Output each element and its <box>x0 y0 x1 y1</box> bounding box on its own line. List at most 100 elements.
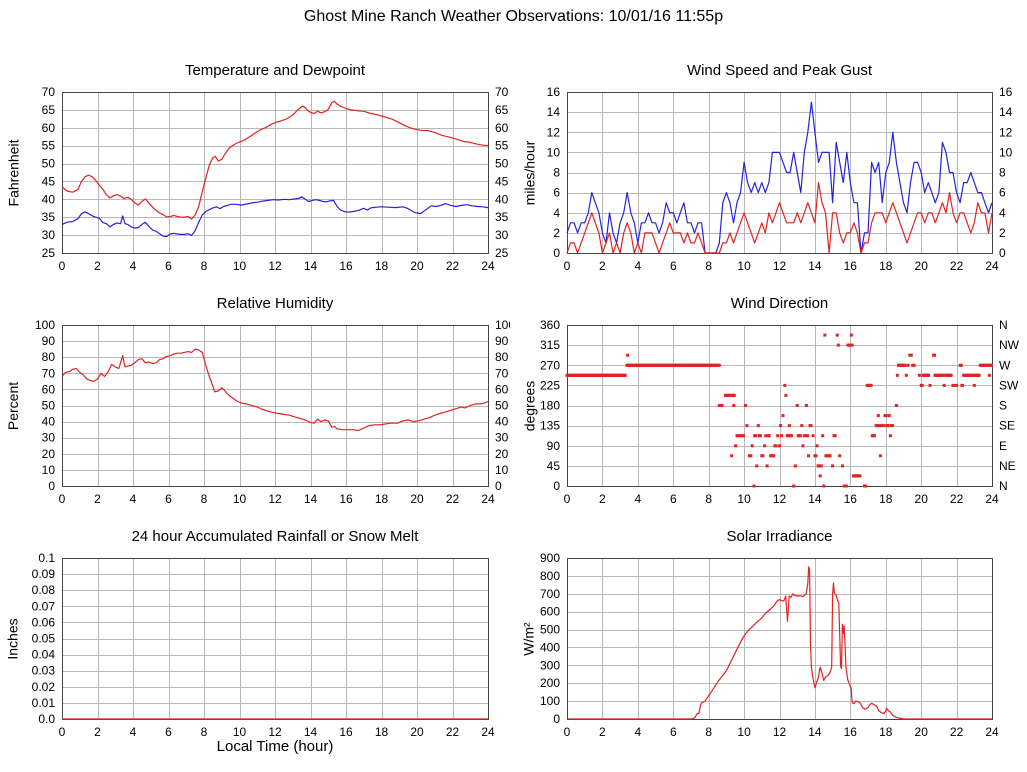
svg-text:8: 8 <box>553 166 560 180</box>
svg-text:2: 2 <box>999 226 1006 240</box>
svg-text:W: W <box>999 358 1011 372</box>
svg-text:0.05: 0.05 <box>32 632 56 646</box>
svg-text:16: 16 <box>339 259 353 273</box>
svg-text:8: 8 <box>201 492 208 506</box>
svg-text:0.06: 0.06 <box>32 615 56 629</box>
chart-relative-humidity: Relative Humidity Percent 0 2 4 6 8 10 12 14 16 1… <box>0 293 510 539</box>
svg-text:16: 16 <box>547 85 561 99</box>
svg-text:4: 4 <box>634 492 641 506</box>
svg-text:6: 6 <box>165 492 172 506</box>
svg-text:12: 12 <box>268 725 282 739</box>
svg-text:14: 14 <box>304 492 318 506</box>
svg-text:30: 30 <box>42 228 56 242</box>
plot-border <box>567 325 993 487</box>
svg-text:22: 22 <box>950 492 964 506</box>
svg-text:24: 24 <box>481 725 495 739</box>
svg-text:2: 2 <box>599 259 606 273</box>
chart-title: Solar Irradiance <box>726 528 833 545</box>
chart-solar-irradiance: Solar Irradiance W/m² 0 2 4 6 8 10 12 14 16 18 20 2… <box>512 526 1027 772</box>
svg-text:0.02: 0.02 <box>32 680 56 694</box>
svg-text:0: 0 <box>564 492 571 506</box>
svg-text:20: 20 <box>495 447 509 461</box>
svg-text:12: 12 <box>773 259 787 273</box>
svg-text:0: 0 <box>495 479 502 493</box>
svg-text:0: 0 <box>553 479 560 493</box>
svg-text:14: 14 <box>808 492 822 506</box>
svg-text:400: 400 <box>540 640 560 654</box>
svg-text:18: 18 <box>879 725 893 739</box>
svg-text:18: 18 <box>375 725 389 739</box>
chart-title: Temperature and Dewpoint <box>184 62 366 79</box>
svg-text:0: 0 <box>553 712 560 726</box>
chart-canvas-temperature: 0 2 4 6 8 10 12 14 16 18 20 22 242530354045505560657… <box>42 85 509 273</box>
series-peak-gust <box>566 101 993 254</box>
svg-text:65: 65 <box>42 103 56 117</box>
svg-text:8: 8 <box>705 492 712 506</box>
svg-text:200: 200 <box>540 676 560 690</box>
svg-text:60: 60 <box>495 121 509 135</box>
svg-text:40: 40 <box>42 415 56 429</box>
svg-text:0: 0 <box>59 725 66 739</box>
chart-rainfall: 24 hour Accumulated Rainfall or Snow Mel… <box>0 526 510 772</box>
svg-text:45: 45 <box>495 174 509 188</box>
series-humidity <box>61 348 489 432</box>
svg-text:4: 4 <box>634 725 641 739</box>
svg-text:NW: NW <box>999 338 1020 352</box>
svg-text:16: 16 <box>999 85 1013 99</box>
svg-text:2: 2 <box>599 492 606 506</box>
svg-text:20: 20 <box>915 259 929 273</box>
chart-title: Wind Direction <box>730 295 829 312</box>
tick-labels: 0 2 4 6 8 10 12 14 16 18 20 22 240246810121416024681… <box>547 85 1013 273</box>
svg-text:0: 0 <box>564 259 571 273</box>
svg-text:4: 4 <box>634 259 641 273</box>
svg-text:80: 80 <box>495 350 509 364</box>
svg-text:2: 2 <box>94 492 101 506</box>
svg-text:24: 24 <box>985 259 999 273</box>
svg-text:30: 30 <box>42 431 56 445</box>
svg-text:60: 60 <box>42 121 56 135</box>
svg-text:90: 90 <box>495 334 509 348</box>
svg-text:18: 18 <box>879 492 893 506</box>
chart-canvas-rainfall: 0 2 4 6 8 10 12 14 16 18 20 22 240.00.010.020.030.04… <box>32 551 495 739</box>
svg-text:20: 20 <box>915 725 929 739</box>
gridlines <box>62 558 489 720</box>
svg-text:2: 2 <box>599 725 606 739</box>
svg-text:10: 10 <box>737 492 751 506</box>
svg-text:4: 4 <box>999 206 1006 220</box>
svg-text:22: 22 <box>446 259 460 273</box>
svg-text:100: 100 <box>495 318 510 332</box>
svg-text:0.1: 0.1 <box>38 551 55 565</box>
svg-text:0: 0 <box>48 479 55 493</box>
svg-text:24: 24 <box>481 259 495 273</box>
svg-text:0.01: 0.01 <box>32 696 56 710</box>
gridlines <box>567 325 993 487</box>
svg-text:50: 50 <box>495 157 509 171</box>
svg-text:S: S <box>999 399 1007 413</box>
svg-text:60: 60 <box>495 382 509 396</box>
svg-text:8: 8 <box>201 259 208 273</box>
svg-text:16: 16 <box>844 492 858 506</box>
plot-border <box>62 325 489 487</box>
svg-text:12: 12 <box>999 125 1013 139</box>
svg-text:NE: NE <box>999 459 1016 473</box>
svg-text:45: 45 <box>42 174 56 188</box>
svg-text:20: 20 <box>410 259 424 273</box>
svg-text:24: 24 <box>985 492 999 506</box>
tick-labels: 0 2 4 6 8 10 12 14 16 18 20 22 242530354045505560657… <box>42 85 509 273</box>
svg-text:12: 12 <box>547 125 561 139</box>
svg-text:10: 10 <box>999 145 1013 159</box>
svg-text:22: 22 <box>446 725 460 739</box>
svg-text:0: 0 <box>59 492 66 506</box>
svg-text:N: N <box>999 479 1008 493</box>
svg-text:70: 70 <box>495 85 509 99</box>
svg-text:SE: SE <box>999 419 1015 433</box>
chart-title: Relative Humidity <box>216 295 334 312</box>
chart-canvas-wind-direction: 0 2 4 6 8 10 12 14 16 18 20 22 240459013518022527031… <box>540 318 1020 506</box>
svg-text:18: 18 <box>375 259 389 273</box>
series-dewpoint <box>61 196 489 238</box>
svg-text:70: 70 <box>42 366 56 380</box>
svg-text:2: 2 <box>553 226 560 240</box>
svg-text:2: 2 <box>94 725 101 739</box>
svg-text:600: 600 <box>540 605 560 619</box>
